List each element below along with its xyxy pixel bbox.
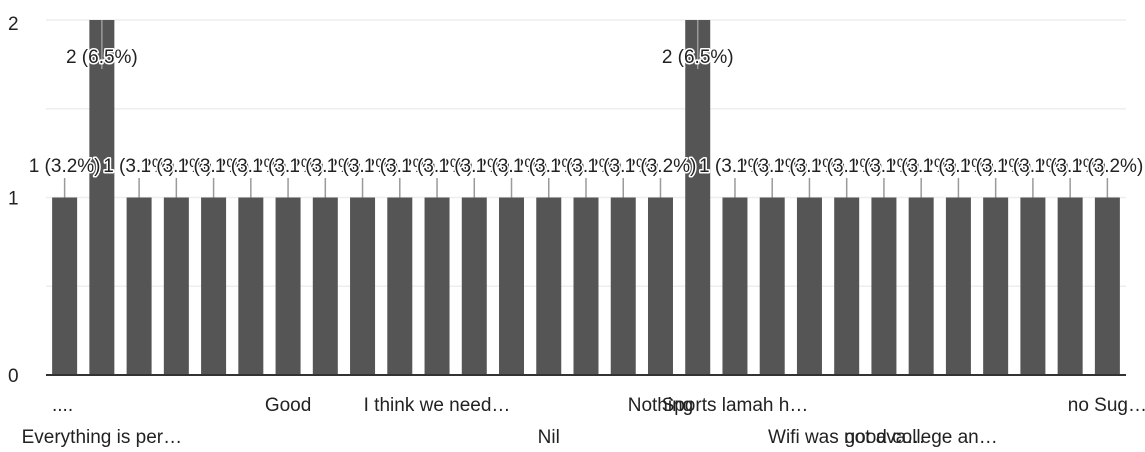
data-label: 1 (3.2%) bbox=[625, 156, 697, 177]
data-label: 1 (3.2%) bbox=[513, 156, 585, 177]
data-label: 1 (3.2%) bbox=[364, 156, 436, 177]
bar bbox=[759, 197, 785, 375]
data-label: 1 (3.2%) bbox=[29, 156, 101, 177]
bar bbox=[461, 197, 487, 375]
data-label: 1 (3.2%) bbox=[438, 156, 510, 177]
data-label: 1 (3.2%) bbox=[774, 156, 846, 177]
data-label: 1 (3.2%) bbox=[327, 156, 399, 177]
bar bbox=[1020, 197, 1046, 375]
data-label: 1 (3.2%) bbox=[960, 156, 1032, 177]
data-label: 1 (3.2%) bbox=[699, 156, 771, 177]
data-label: 2 (6.5%) bbox=[662, 47, 734, 68]
data-label: 1 (3.2%) bbox=[811, 156, 883, 177]
bar bbox=[499, 197, 525, 375]
bars bbox=[52, 20, 1120, 375]
data-label: 1 (3.2%) bbox=[736, 156, 808, 177]
y-axis-ticks: 0 1 2 bbox=[8, 14, 19, 387]
x-category-label: Nothing bbox=[628, 395, 694, 416]
data-label: 1 (3.2%) bbox=[401, 156, 473, 177]
bar bbox=[536, 197, 562, 375]
bar bbox=[945, 197, 971, 375]
bar bbox=[275, 197, 301, 375]
data-label: 1 (3.2%) bbox=[289, 156, 361, 177]
x-category-label: Sports lamah h… bbox=[662, 395, 809, 416]
data-labels: 1 (3.2%)2 (6.5%)1 (3.2%)1 (3.2%)1 (3.2%)… bbox=[27, 20, 1145, 198]
x-category-label: Everything is per… bbox=[22, 427, 183, 448]
data-label: 1 (3.2%) bbox=[885, 156, 957, 177]
bar bbox=[126, 197, 152, 375]
x-category-label: .... bbox=[52, 395, 73, 416]
bar bbox=[387, 197, 413, 375]
bar bbox=[1094, 197, 1120, 375]
bar bbox=[983, 197, 1009, 375]
data-label: 1 (3.2%) bbox=[1071, 156, 1143, 177]
bar bbox=[163, 197, 189, 375]
bar bbox=[238, 197, 264, 375]
x-category-label: good college an… bbox=[845, 427, 998, 448]
x-category-label: no Sug… bbox=[1068, 395, 1145, 416]
data-label: 1 (3.2%) bbox=[476, 156, 548, 177]
data-label: 1 (3.2%) bbox=[1034, 156, 1106, 177]
y-tick-label: 1 bbox=[8, 189, 19, 210]
data-label: 2 (6.5%) bbox=[66, 47, 138, 68]
bar bbox=[685, 20, 711, 375]
bar bbox=[796, 197, 822, 375]
bar bbox=[52, 197, 78, 375]
bar bbox=[834, 197, 860, 375]
bar bbox=[722, 197, 748, 375]
data-label: 1 (3.2%) bbox=[587, 156, 659, 177]
x-axis-categories: .... Everything is per… Good I think we nee… bbox=[22, 395, 1145, 448]
bar bbox=[312, 197, 338, 375]
bar bbox=[89, 20, 115, 375]
data-label: 1 (3.2%) bbox=[923, 156, 995, 177]
data-label: 1 (3.2%) bbox=[103, 156, 175, 177]
y-tick-label: 2 bbox=[8, 14, 19, 35]
x-category-label: Wifi was not ava… bbox=[768, 427, 925, 448]
bar bbox=[610, 197, 636, 375]
bar bbox=[424, 197, 450, 375]
x-category-label: I think we need… bbox=[364, 395, 511, 416]
bar bbox=[201, 197, 227, 375]
data-label: 1 (3.2%) bbox=[848, 156, 920, 177]
bar bbox=[1057, 197, 1083, 375]
bar bbox=[350, 197, 376, 375]
data-label: 1 (3.2%) bbox=[215, 156, 287, 177]
data-label: 1 (3.2%) bbox=[550, 156, 622, 177]
data-label: 1 (3.2%) bbox=[140, 156, 212, 177]
bar bbox=[908, 197, 934, 375]
bar bbox=[647, 197, 673, 375]
y-tick-label: 0 bbox=[8, 366, 19, 387]
data-label: 1 (3.2%) bbox=[252, 156, 324, 177]
x-category-label: Nil bbox=[538, 427, 560, 448]
data-label: 1 (3.2%) bbox=[997, 156, 1069, 177]
bar bbox=[871, 197, 897, 375]
data-label: 1 (3.2%) bbox=[178, 156, 250, 177]
bar bbox=[573, 197, 599, 375]
x-category-label: Good bbox=[265, 395, 311, 416]
